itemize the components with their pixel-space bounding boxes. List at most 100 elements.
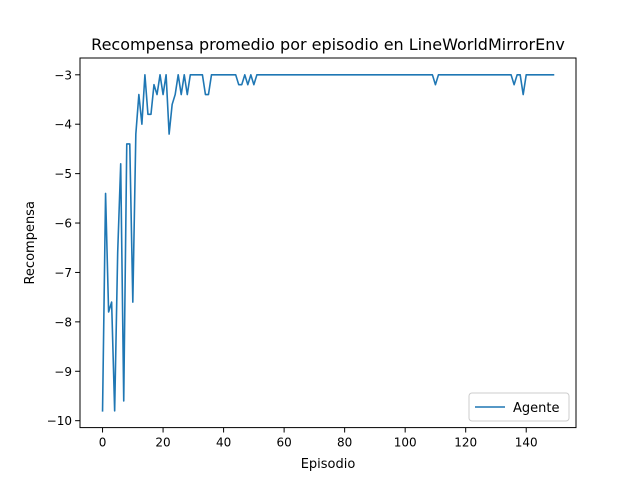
data-point	[268, 74, 270, 76]
data-point	[395, 74, 397, 76]
data-point	[235, 74, 237, 76]
data-point	[489, 74, 491, 76]
x-axis: 0 20 40 60 80 100 120 140	[99, 427, 538, 450]
data-point	[374, 74, 376, 76]
data-point	[343, 74, 345, 76]
data-point	[216, 74, 218, 76]
data-point	[440, 74, 442, 76]
data-point	[386, 74, 388, 76]
data-point	[546, 74, 548, 76]
data-point	[304, 74, 306, 76]
data-point	[165, 74, 167, 76]
data-point	[392, 74, 394, 76]
data-point	[262, 74, 264, 76]
data-point	[507, 74, 509, 76]
y-tick-label: −3	[54, 68, 72, 82]
data-point	[204, 93, 206, 95]
data-point	[452, 74, 454, 76]
data-point	[519, 74, 521, 76]
data-point	[189, 74, 191, 76]
data-point	[362, 74, 364, 76]
data-point	[228, 74, 230, 76]
data-point	[404, 74, 406, 76]
data-point	[525, 74, 527, 76]
data-point	[443, 74, 445, 76]
data-point	[504, 74, 506, 76]
data-point	[325, 74, 327, 76]
data-point	[337, 74, 339, 76]
data-point	[222, 74, 224, 76]
data-point	[398, 74, 400, 76]
y-tick-label: −6	[54, 217, 72, 231]
data-point	[431, 74, 433, 76]
data-point	[120, 163, 122, 165]
data-point	[419, 74, 421, 76]
data-point	[126, 143, 128, 145]
data-point	[113, 410, 115, 412]
data-point	[434, 83, 436, 85]
data-point	[416, 74, 418, 76]
data-point	[510, 74, 512, 76]
data-point	[107, 311, 109, 313]
data-point	[259, 74, 261, 76]
data-point	[104, 192, 106, 194]
data-point	[253, 83, 255, 85]
legend: Agente	[468, 392, 570, 422]
data-point	[110, 301, 112, 303]
x-tick-label: 20	[155, 436, 170, 450]
data-point	[522, 93, 524, 95]
plot-area	[101, 74, 555, 412]
data-point	[498, 74, 500, 76]
data-point	[238, 83, 240, 85]
data-point	[483, 74, 485, 76]
series-line-agente	[101, 74, 555, 412]
data-point	[474, 74, 476, 76]
data-point	[195, 74, 197, 76]
data-point	[492, 74, 494, 76]
data-point	[277, 74, 279, 76]
data-point	[471, 74, 473, 76]
data-point	[183, 74, 185, 76]
x-axis-label: Episodio	[301, 457, 356, 472]
y-tick-label: −4	[54, 118, 72, 132]
x-tick-label: 0	[99, 436, 107, 450]
data-point	[286, 74, 288, 76]
data-point	[425, 74, 427, 76]
data-point	[513, 83, 515, 85]
y-tick-label: −7	[54, 266, 72, 280]
data-point	[280, 74, 282, 76]
data-point	[449, 74, 451, 76]
data-point	[380, 74, 382, 76]
data-point	[401, 74, 403, 76]
data-point	[265, 74, 267, 76]
data-point	[177, 74, 179, 76]
data-point	[552, 74, 554, 76]
data-point	[201, 74, 203, 76]
data-point	[486, 74, 488, 76]
data-point	[153, 83, 155, 85]
data-point	[356, 74, 358, 76]
data-point	[461, 74, 463, 76]
data-point	[138, 93, 140, 95]
data-point	[537, 74, 539, 76]
data-point	[292, 74, 294, 76]
y-tick-label: −5	[54, 167, 72, 181]
y-axis: −10 −9 −8 −7 −6 −5 −4 −3	[47, 68, 80, 428]
data-point	[250, 74, 252, 76]
data-point	[437, 74, 439, 76]
chart-title: Recompensa promedio por episodio en Line…	[91, 35, 565, 54]
data-point	[446, 74, 448, 76]
data-point	[213, 74, 215, 76]
x-tick-label: 140	[515, 436, 538, 450]
data-point	[210, 74, 212, 76]
data-point	[455, 74, 457, 76]
data-point	[340, 74, 342, 76]
data-point	[428, 74, 430, 76]
data-point	[383, 74, 385, 76]
data-point	[219, 74, 221, 76]
data-point	[132, 301, 134, 303]
data-point	[307, 74, 309, 76]
data-point	[225, 74, 227, 76]
data-point	[168, 133, 170, 135]
data-point	[543, 74, 545, 76]
